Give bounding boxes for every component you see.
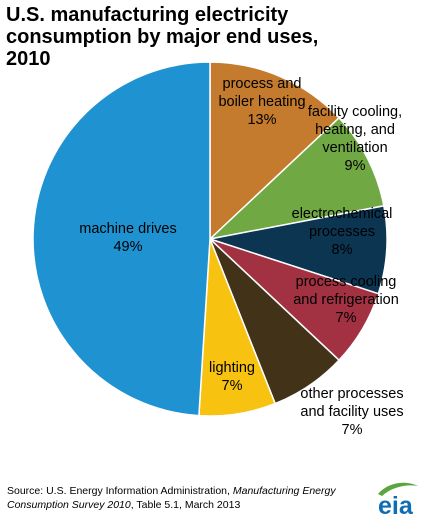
slice-percent-4: 7% [342,422,363,438]
source-note: Source: U.S. Energy Information Administ… [7,484,367,512]
source-suffix: , Table 5.1, March 2013 [130,499,241,511]
slice-label-line-2-0: electrochemical [292,206,393,222]
slice-label-line-4-0: other processes [300,386,403,402]
pie-slice-6 [32,61,211,417]
slice-label-1: facility cooling, heating, and ventilation… [308,104,402,174]
slice-label-line-0-1: boiler heating [218,94,305,110]
eia-logo: eia [378,482,418,520]
slice-percent-1: 9% [345,158,366,174]
slice-label-line-1-0: facility cooling, [308,104,402,120]
eia-logo-text: eia [378,492,414,520]
slice-percent-6: 49% [113,239,142,255]
pie-slice-1 [207,116,385,241]
chart-title-line-3: 2010 [6,48,51,70]
source-prefix: Source: U.S. Energy Information Administ… [7,485,233,497]
slice-label-line-1-2: ventilation [322,140,387,156]
slice-percent-3: 7% [336,310,357,326]
slice-percent-2: 8% [332,242,353,258]
slice-label-line-5-0: lighting [209,360,255,376]
slice-percent-0: 13% [247,112,276,128]
slice-label-line-4-1: and facility uses [300,404,403,420]
slice-label-line-0-0: process and [223,76,302,92]
chart-title: U.S. manufacturing electricity consumpti… [6,4,422,70]
pie-slice-0 [209,61,341,241]
eia-logo-swoosh [378,482,418,496]
slice-label-line-1-1: heating, and [315,122,395,138]
slice-percent-5: 7% [222,378,243,394]
slice-label-line-2-1: processes [309,224,375,240]
slice-label-5: lighting 7% [209,360,255,394]
chart-title-line-1: U.S. manufacturing electricity [6,4,289,26]
source-survey-title: Manufacturing Energy Consumption Survey … [7,485,336,511]
slice-label-6: machine drives 49% [79,221,177,255]
slice-label-4: other processes and facility uses 7% [300,386,403,438]
slice-label-2: electrochemical processes 8% [292,206,393,258]
chart-title-line-2: consumption by major end uses, [6,26,319,48]
pie-slice-2 [209,204,388,295]
slice-label-3: process cooling and refrigeration 7% [293,274,399,326]
slice-label-line-6-0: machine drives [79,221,177,237]
slice-label-line-3-0: process cooling [296,274,397,290]
slice-label-0: process and boiler heating 13% [218,76,305,128]
slice-label-line-3-1: and refrigeration [293,292,399,308]
